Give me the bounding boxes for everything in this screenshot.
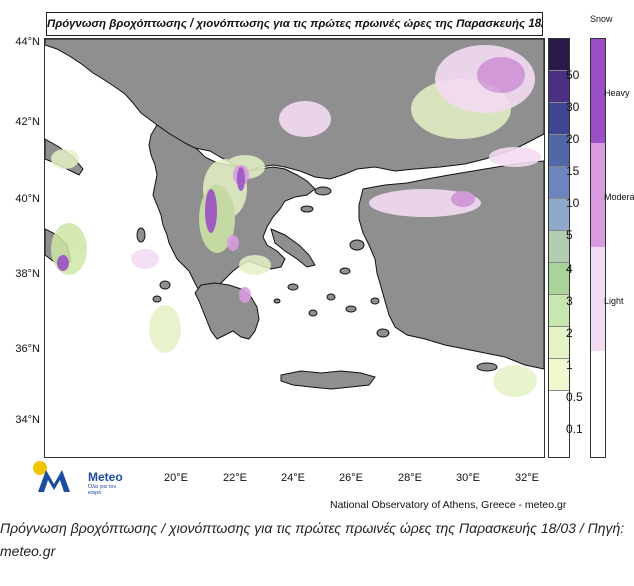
rain-legend-swatch (549, 327, 569, 359)
rain-legend-value: 15 (566, 164, 580, 178)
image-caption: Πρόγνωση βροχόπτωσης / χιονόπτωσης για τ… (0, 520, 625, 559)
rain-legend-swatch (549, 71, 569, 103)
rain-legend-swatch (549, 359, 569, 391)
rain-legend-swatch (549, 39, 569, 71)
snow-legend-moderate-label: Moderate (604, 192, 634, 202)
lat-label: 42°N (15, 116, 40, 128)
snow-legend-moderate-swatch (591, 143, 605, 247)
lon-label: 30°E (456, 472, 480, 484)
map-canvas (45, 39, 544, 457)
snow-legend-light-swatch (591, 247, 605, 351)
rain-legend-swatch (549, 391, 569, 457)
snow-legend-light-label: Light (604, 296, 624, 306)
rain-legend-swatch (549, 295, 569, 327)
lat-label: 44°N (15, 36, 40, 48)
rain-legend-swatch (549, 199, 569, 231)
snow-legend-heavy-swatch (591, 39, 605, 143)
rain-legend-value: 1 (566, 358, 573, 372)
lon-label: 20°E (164, 472, 188, 484)
rain-legend (548, 38, 570, 458)
rain-legend-value: 50 (566, 68, 580, 82)
meteo-logo (33, 461, 70, 492)
lat-label: 40°N (15, 193, 40, 205)
rain-legend-value: 20 (566, 132, 580, 146)
snow-legend (590, 38, 606, 458)
rain-legend-value: 3 (566, 294, 573, 308)
lon-label: 32°E (515, 472, 539, 484)
rain-legend-value: 10 (566, 196, 580, 210)
rain-legend-swatch (549, 167, 569, 199)
lat-label: 36°N (15, 343, 40, 355)
rain-legend-swatch (549, 103, 569, 135)
sun-icon (33, 461, 47, 475)
lon-label: 26°E (339, 472, 363, 484)
logo-tagline: Όλα για τον καιρό (88, 484, 117, 496)
evia (270, 228, 316, 268)
logo-mark-icon (38, 470, 70, 492)
rain-legend-value: 4 (566, 262, 573, 276)
rain-legend-swatch (549, 231, 569, 263)
lat-label: 34°N (15, 414, 40, 426)
lon-label: 24°E (281, 472, 305, 484)
source-credit: National Observatory of Athens, Greece -… (330, 499, 567, 511)
rain-legend-value: 0.1 (566, 422, 583, 436)
aegean-islands (136, 186, 498, 372)
snow-legend-heavy-label: Heavy (604, 88, 630, 98)
lat-label: 38°N (15, 268, 40, 280)
rain-legend-value: 30 (566, 100, 580, 114)
rain-legend-swatch (549, 263, 569, 295)
snow-overlay (57, 45, 541, 303)
logo-name: Meteo (88, 470, 123, 484)
map-title: Πρόγνωση βροχόπτωσης / χιονόπτωσης για τ… (46, 12, 543, 36)
rain-legend-value: 5 (566, 228, 573, 242)
forecast-map (44, 38, 545, 458)
crete (280, 370, 376, 390)
lon-label: 22°E (223, 472, 247, 484)
snow-legend-title: Snow (590, 14, 613, 24)
rain-legend-value: 2 (566, 326, 573, 340)
rain-legend-value: 0.5 (566, 390, 583, 404)
rain-legend-swatch (549, 135, 569, 167)
lon-label: 28°E (398, 472, 422, 484)
